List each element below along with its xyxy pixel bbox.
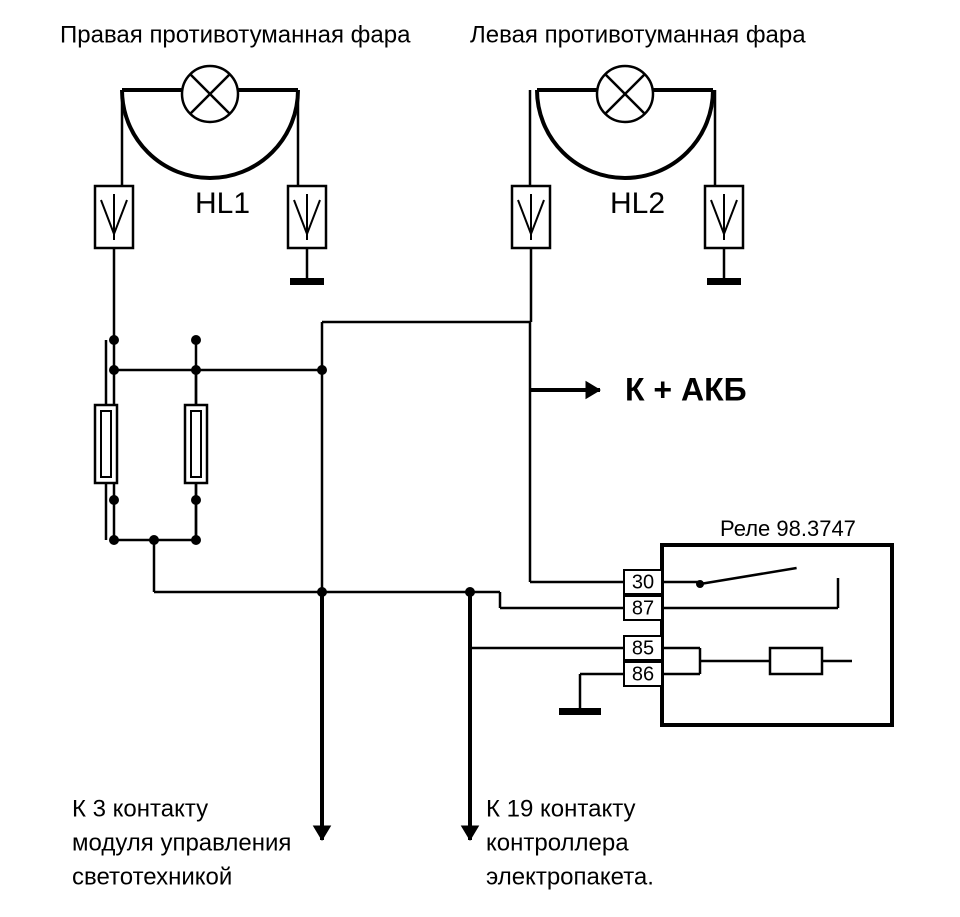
note-left-2: модуля управления: [72, 829, 291, 856]
note-right-3: электропакета.: [486, 863, 654, 890]
label-relay: Реле 98.3747: [720, 516, 856, 541]
connector-1: [95, 186, 133, 248]
fog-lamp-hl1: [122, 66, 298, 178]
label-lamp-left: Левая противотуманная фара: [470, 21, 806, 48]
relay-pin-85: 85: [632, 637, 654, 659]
note-left-1: К 3 контакту: [72, 795, 208, 822]
junctions: [109, 335, 475, 597]
wiring-diagram: Правая противотуманная фара Левая противо…: [0, 0, 960, 917]
label-hl1: HL1: [195, 187, 250, 220]
ground-3: [559, 708, 601, 715]
ground-2: [707, 278, 741, 285]
relay-pin-86: 86: [632, 663, 654, 685]
label-battery: К + АКБ: [625, 371, 747, 407]
connector-3: [512, 186, 550, 248]
label-hl2: HL2: [610, 187, 665, 220]
note-right-2: контроллера: [486, 829, 629, 856]
relay: [624, 545, 892, 725]
label-lamp-right: Правая противотуманная фара: [60, 21, 411, 48]
connector-2: [288, 186, 326, 248]
connector-4: [705, 186, 743, 248]
ground-1: [290, 278, 324, 285]
relay-pin-30: 30: [632, 571, 654, 593]
relay-pin-87: 87: [632, 597, 654, 619]
fog-lamp-hl2: [537, 66, 713, 178]
note-right-1: К 19 контакту: [486, 795, 635, 822]
note-left-3: светотехникой: [72, 863, 232, 890]
